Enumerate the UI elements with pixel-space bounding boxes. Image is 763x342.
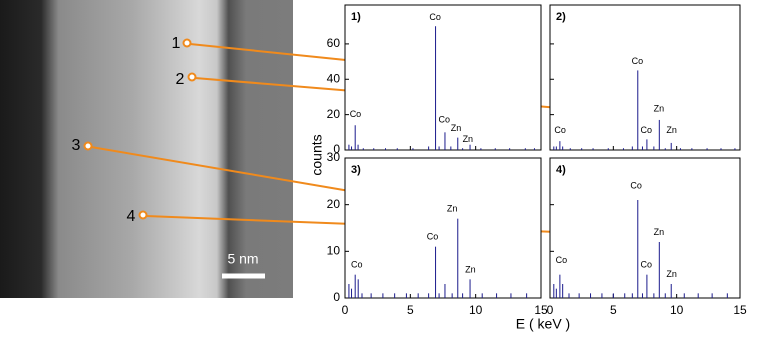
x-tick-label: 0 [342, 303, 349, 317]
panel-label: 2) [556, 11, 566, 23]
peak-label: Co [427, 232, 439, 242]
y-tick-label: 20 [327, 197, 341, 211]
plot-frame [344, 157, 542, 299]
x-tick-label: 10 [469, 303, 483, 317]
y-tick-label: 10 [327, 244, 341, 258]
panel-label: 3) [351, 164, 361, 176]
peak-label: Co [439, 114, 451, 124]
peak-label: Co [554, 125, 566, 135]
plot-frame [549, 4, 741, 151]
x-tick-label: 5 [407, 303, 414, 317]
x-tick-label: 5 [610, 303, 617, 317]
panel-label: 4) [556, 164, 566, 176]
peak-label: Zn [463, 134, 474, 144]
peak-label: Zn [654, 227, 665, 237]
x-tick-label: 15 [733, 303, 747, 317]
peak-label: Co [630, 180, 642, 190]
y-tick-label: 0 [333, 290, 340, 304]
scale-bar-label: 5 nm [227, 251, 258, 267]
peak-label: Co [429, 12, 441, 22]
peak-label: Co [641, 125, 653, 135]
y-tick-label: 30 [327, 150, 341, 164]
peak-label: Co [641, 260, 653, 270]
peak-label: Zn [666, 125, 677, 135]
x-tick-label: 15 [534, 303, 548, 317]
y-axis-label: counts [309, 134, 325, 175]
y-tick-label: 60 [327, 36, 341, 50]
x-tick-label: 0 [547, 303, 554, 317]
point-markers [83, 38, 197, 220]
peak-label: Co [632, 56, 644, 66]
peak-label: Zn [451, 123, 462, 133]
plot-frame [549, 157, 741, 299]
x-axis-label: E ( keV ) [516, 316, 570, 332]
plot-frame [344, 4, 542, 151]
peak-label: Zn [447, 204, 458, 214]
peak-label: Co [350, 109, 362, 119]
peak-label: Zn [666, 269, 677, 279]
peak-label: Co [351, 260, 363, 270]
point-label: 1 [172, 35, 181, 52]
x-tick-label: 10 [670, 303, 684, 317]
y-tick-label: 0 [333, 142, 340, 156]
point-label: 3 [72, 137, 81, 154]
peak-label: Co [556, 255, 568, 265]
point-label: 4 [127, 208, 136, 225]
point-label: 2 [176, 71, 185, 88]
y-tick-label: 40 [327, 71, 341, 85]
y-tick-label: 20 [327, 107, 341, 121]
peak-label: Zn [654, 104, 665, 114]
panel-label: 1) [351, 11, 361, 23]
peak-label: Zn [465, 264, 476, 274]
